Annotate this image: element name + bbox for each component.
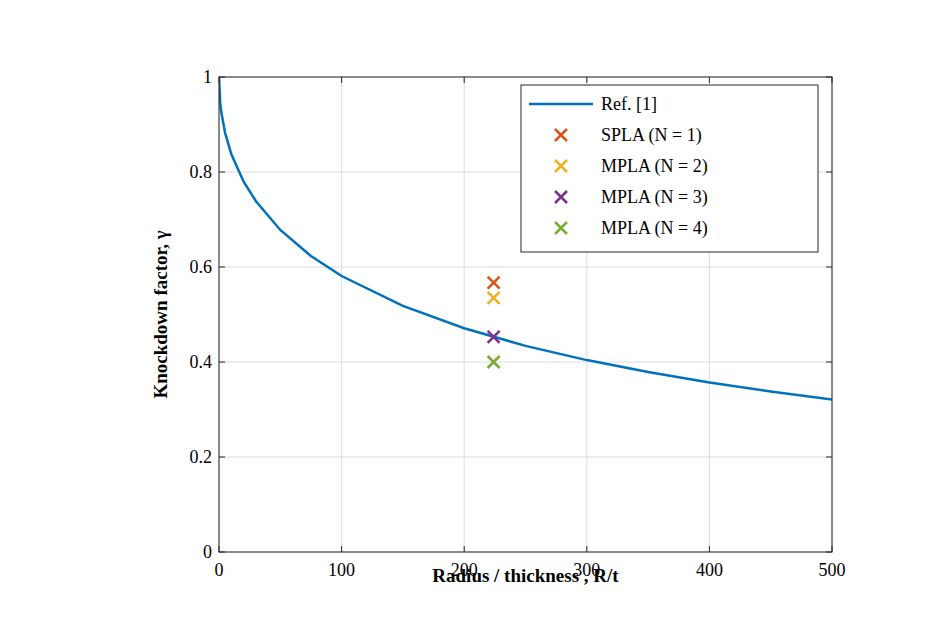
point [488, 331, 500, 343]
tick [219, 552, 225, 553]
tick [709, 77, 710, 83]
tick [586, 77, 587, 83]
legend-swatch [555, 160, 567, 172]
legend-label: SPLA (N = 1) [601, 125, 702, 146]
tick [341, 77, 342, 83]
tick-label: 0.8 [190, 162, 213, 182]
tick-label: 0 [203, 542, 212, 562]
tick-label: 1 [203, 67, 212, 87]
background [0, 0, 935, 635]
tick [826, 552, 832, 553]
point [488, 292, 500, 304]
tick [826, 77, 832, 78]
tick [219, 172, 225, 173]
legend-swatch [555, 222, 567, 234]
grid-line [219, 457, 832, 458]
data-group [219, 77, 832, 400]
tick-label: 0.6 [190, 257, 213, 277]
tick [219, 362, 225, 363]
tick [219, 267, 225, 268]
point [488, 356, 500, 368]
tick [464, 77, 465, 83]
tick [219, 77, 220, 83]
point [488, 277, 500, 289]
legend-swatch [529, 103, 593, 106]
tick [832, 77, 833, 83]
frame [219, 77, 832, 552]
tick-label: 100 [328, 560, 355, 580]
tick [709, 546, 710, 552]
grid-line [341, 77, 342, 552]
legend-swatch [555, 191, 567, 203]
legend-swatch [555, 129, 567, 141]
legend-label: Ref. [1] [601, 94, 657, 114]
tick [464, 546, 465, 552]
grid-line [219, 362, 832, 363]
legend: Ref. [1] SPLA (N = 1) MPLA (N = 2) MPLA (N … [521, 85, 818, 252]
y-axis-label: Knockdown factor, γ [150, 230, 171, 398]
tick [219, 546, 220, 552]
tick [832, 546, 833, 552]
tick-label: 400 [696, 560, 723, 580]
tick [341, 546, 342, 552]
legend-label: MPLA (N = 2) [601, 156, 708, 177]
tick-label: 0 [215, 560, 224, 580]
tick [219, 77, 225, 78]
tick [826, 457, 832, 458]
tick [826, 267, 832, 268]
plot-area [219, 77, 832, 552]
line [219, 77, 832, 400]
tick-label: 0.4 [190, 352, 213, 372]
tick [826, 172, 832, 173]
tick [586, 546, 587, 552]
tick [219, 457, 225, 458]
x-axis-label: Radius / thickness , R/t [432, 565, 619, 586]
tick-label: 0.2 [190, 447, 213, 467]
legend-label: MPLA (N = 4) [601, 218, 708, 239]
grid-line [464, 77, 465, 552]
tick-label: 500 [819, 560, 846, 580]
grid-line [219, 267, 832, 268]
legend-label: MPLA (N = 3) [601, 187, 708, 208]
legend-box [521, 85, 818, 252]
chart: 010020030040050000.20.40.60.81Radius / t… [0, 0, 935, 635]
tick [826, 362, 832, 363]
